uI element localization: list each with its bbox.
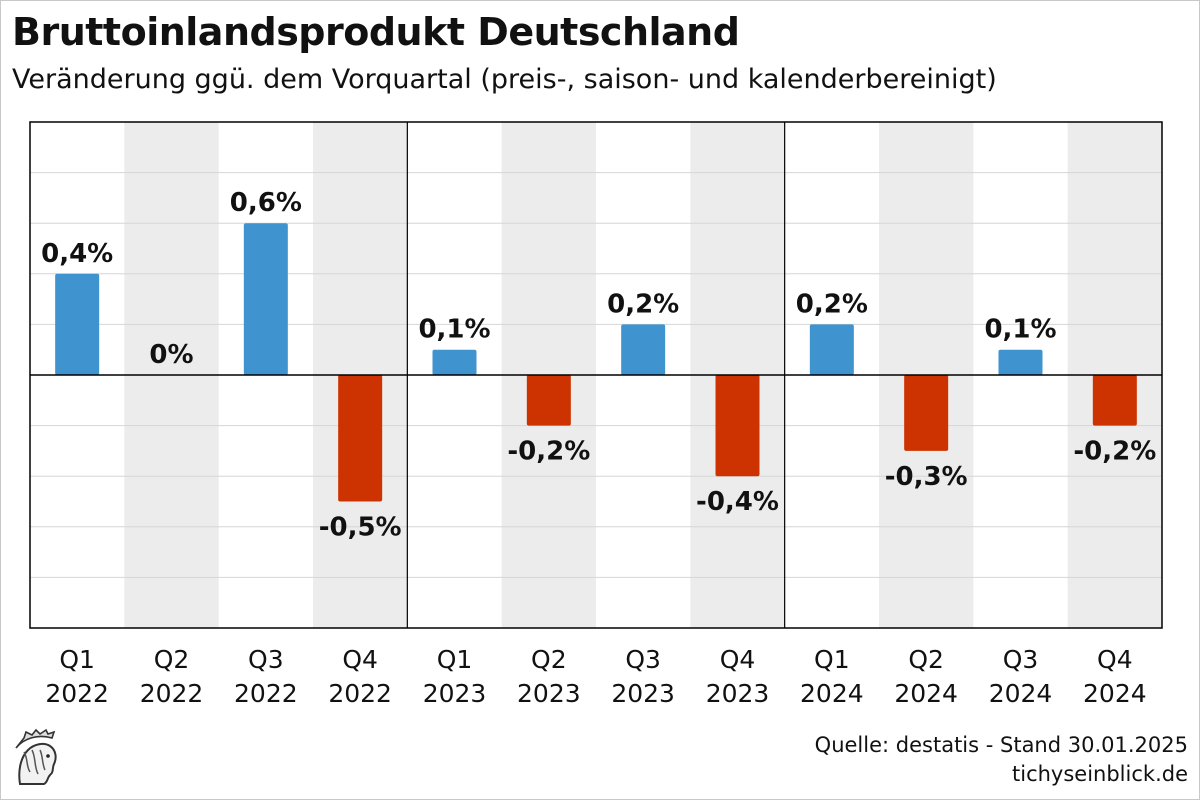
x-tick-year: 2022 <box>45 679 109 708</box>
bar-chart: 0,4% 0% 0,6% -0,5% 0,1% -0,2% 0,2% -0,4% 0,2% -0,… <box>29 121 1163 708</box>
bar <box>55 273 100 375</box>
data-label: 0,4% <box>41 239 113 269</box>
x-tick-quarter: Q3 <box>625 645 661 674</box>
plot-border <box>29 121 1163 629</box>
x-tick-quarter: Q1 <box>814 645 850 674</box>
bar <box>715 375 760 477</box>
x-tick-year: 2022 <box>140 679 204 708</box>
bar <box>1092 375 1137 426</box>
bar <box>338 375 383 502</box>
axes <box>29 121 1163 629</box>
data-label: 0,2% <box>607 289 679 319</box>
data-label: 0,6% <box>230 188 302 218</box>
x-tick-quarter: Q2 <box>908 645 944 674</box>
site-name: tichyseinblick.de <box>1012 762 1188 786</box>
bar <box>526 375 571 426</box>
x-tick-year: 2024 <box>800 679 864 708</box>
data-label: -0,4% <box>696 487 779 517</box>
data-label: 0,1% <box>418 315 490 345</box>
x-tick-year: 2023 <box>423 679 487 708</box>
x-tick-year: 2023 <box>706 679 770 708</box>
bars <box>55 223 1137 502</box>
bar <box>904 375 949 451</box>
hermes-head-logo-icon <box>10 728 62 792</box>
x-tick-quarter: Q4 <box>1097 645 1133 674</box>
data-label: -0,2% <box>507 437 590 467</box>
data-label: -0,3% <box>885 462 968 492</box>
bar <box>621 324 666 375</box>
x-tick-year: 2023 <box>611 679 675 708</box>
x-tick-year: 2022 <box>328 679 392 708</box>
x-tick-quarter: Q1 <box>437 645 473 674</box>
data-label: -0,5% <box>319 513 402 543</box>
x-tick-quarter: Q2 <box>531 645 567 674</box>
bar <box>809 324 854 375</box>
bar <box>998 349 1043 375</box>
data-label: -0,2% <box>1073 437 1156 467</box>
source-note: Quelle: destatis - Stand 30.01.2025 <box>814 733 1188 757</box>
bar <box>432 349 477 375</box>
data-labels: 0,4% 0% 0,6% -0,5% 0,1% -0,2% 0,2% -0,4% 0,2% -0,… <box>41 188 1156 542</box>
x-tick-quarter: Q1 <box>59 645 95 674</box>
x-tick-year: 2024 <box>989 679 1053 708</box>
bar <box>243 223 288 375</box>
chart-subtitle: Veränderung ggü. dem Vorquartal (preis-,… <box>12 64 997 95</box>
data-label: 0,2% <box>796 289 868 319</box>
x-tick-year: 2023 <box>517 679 581 708</box>
x-tick-year: 2024 <box>1083 679 1147 708</box>
x-tick-quarter: Q2 <box>154 645 190 674</box>
data-label: 0,1% <box>984 315 1056 345</box>
x-tick-quarter: Q3 <box>1003 645 1039 674</box>
x-tick-year: 2022 <box>234 679 298 708</box>
x-tick-quarter: Q4 <box>720 645 756 674</box>
x-tick-labels: Q1 2022 Q2 2022 Q3 2022 Q4 2022 Q1 2023 Q2 2023 Q3 20… <box>45 645 1146 708</box>
data-label: 0% <box>149 340 193 370</box>
chart-title: Bruttoinlandsprodukt Deutschland <box>12 10 740 54</box>
x-tick-year: 2024 <box>894 679 958 708</box>
x-tick-quarter: Q3 <box>248 645 284 674</box>
x-tick-quarter: Q4 <box>342 645 378 674</box>
